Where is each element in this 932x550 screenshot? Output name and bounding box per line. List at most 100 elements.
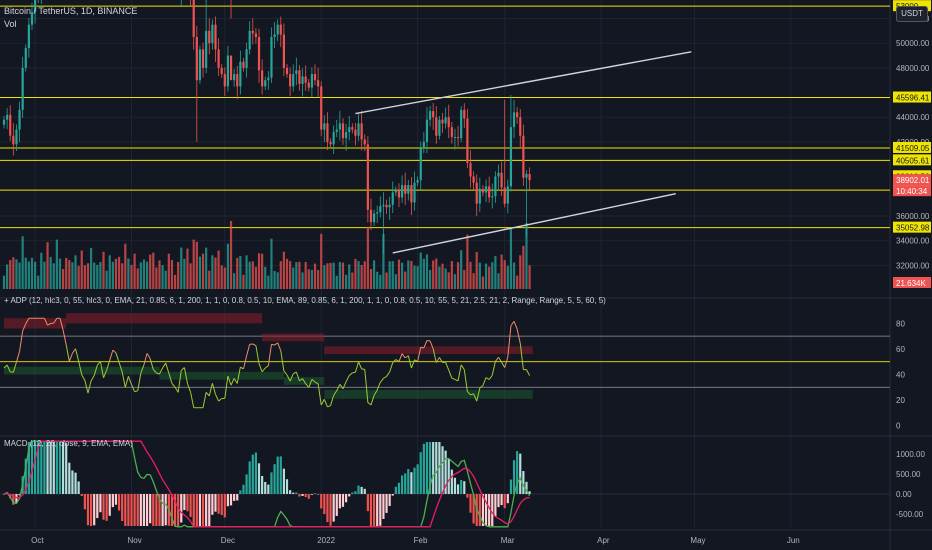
macd-histogram-bar	[139, 494, 142, 526]
macd-histogram-bar	[121, 494, 124, 522]
horizontal-levels[interactable]	[0, 5, 890, 229]
adp-line-segment	[289, 373, 294, 382]
macd-legend[interactable]: MACD (12, 26, close, 9, EMA, EMA)	[4, 439, 133, 448]
adp-line-segment	[255, 345, 260, 364]
macd-histogram-bar	[432, 442, 435, 494]
candle-body	[413, 182, 416, 203]
adp-line-segment	[470, 393, 474, 396]
volume-bar	[509, 229, 513, 289]
macd-histogram-bar	[93, 494, 96, 526]
candle-body	[447, 117, 450, 128]
trendline	[392, 193, 676, 254]
volume-bar	[220, 265, 223, 289]
macd-histogram-bar	[478, 494, 481, 526]
macd-histogram-bar	[289, 490, 292, 494]
candle-body	[223, 74, 226, 87]
adp-line-segment	[358, 361, 363, 370]
volume-bar	[170, 260, 174, 289]
adp-line-segment	[240, 366, 244, 370]
candle-body	[345, 132, 348, 139]
symbol-title[interactable]: Bitcoin / TetherUS, 1D, BINANCE	[4, 6, 138, 16]
macd-histogram-bar	[189, 494, 192, 517]
macd-histogram-bar	[391, 494, 394, 496]
volume-bar	[158, 260, 161, 289]
macd-histogram-bar	[77, 481, 80, 494]
macd-histogram-bar	[345, 494, 348, 503]
adp-line-segment	[121, 371, 126, 388]
time-tick-label: Mar	[501, 536, 515, 545]
macd-histogram-bar	[416, 464, 419, 494]
adp-line-segment	[283, 370, 288, 376]
volume-bar	[68, 260, 71, 289]
macd-histogram-bar	[133, 494, 136, 526]
adp-line-segment	[59, 318, 64, 331]
adp-line-segment	[124, 376, 129, 388]
macd-histogram-bar	[40, 442, 43, 494]
candle-body	[456, 136, 460, 139]
trendlines[interactable]	[355, 51, 692, 254]
volume-bar	[37, 275, 40, 289]
volume-bar	[205, 247, 208, 289]
candles	[2, 0, 531, 255]
macd-histogram-bar	[512, 460, 516, 494]
volume-bar	[357, 261, 360, 289]
macd-histogram-bar	[192, 494, 195, 526]
volume-label[interactable]: Vol	[4, 19, 17, 29]
volume-bar	[326, 263, 329, 289]
macd-histogram-bar	[114, 494, 118, 505]
volume-bar	[516, 275, 519, 289]
currency-button[interactable]: USDT	[896, 6, 928, 22]
macd-histogram-bar	[360, 486, 363, 494]
volume-bar	[217, 250, 220, 289]
volume-bar	[139, 262, 142, 289]
macd-histogram-bar	[74, 472, 77, 494]
macd-histogram-bar	[388, 494, 391, 507]
macd-histogram-bar	[317, 494, 320, 495]
adp-line-segment	[68, 353, 73, 362]
volume-bar	[425, 254, 429, 289]
price-tick-label: 50000.00	[896, 39, 930, 48]
macd-histogram-bar	[37, 442, 40, 494]
candle-body	[460, 109, 463, 139]
adp-line-segment	[19, 330, 24, 352]
candle-body	[525, 174, 528, 178]
candle-body	[201, 49, 205, 68]
macd-histogram-bar	[96, 494, 99, 519]
macd-histogram-bar	[363, 488, 366, 494]
macd-histogram-bar	[264, 481, 267, 494]
volume-bar	[6, 264, 9, 289]
volume-bar	[80, 250, 83, 289]
candle-body	[410, 185, 413, 203]
macd-indicator	[0, 440, 890, 528]
macd-histogram-bar	[152, 494, 155, 526]
macd-tick-label: 500.00	[896, 470, 921, 479]
volume-bar	[428, 269, 432, 289]
macd-histogram-bar	[58, 442, 62, 494]
macd-histogram-bar	[267, 484, 270, 494]
time-tick-label: Dec	[221, 536, 235, 545]
volume-bar	[198, 256, 202, 289]
adp-legend[interactable]: + ADP (12, hlc3, 0, 55, hlc3, 0, EMA, 21…	[4, 296, 606, 305]
macd-histogram-bar	[183, 494, 186, 511]
macd-histogram-bar	[285, 479, 289, 494]
time-tick-label: 2022	[317, 536, 335, 545]
volume-bar	[528, 265, 531, 289]
adp-line-segment	[274, 342, 278, 346]
candle-body	[220, 67, 223, 75]
macd-histogram-bar	[105, 494, 108, 521]
volume-bar	[285, 258, 289, 289]
adp-line-segment	[127, 376, 132, 385]
macd-histogram-bar	[229, 494, 233, 506]
adp-line-segment	[15, 351, 21, 363]
macd-histogram-bar	[394, 486, 397, 494]
macd-histogram-bar	[444, 450, 447, 494]
macd-histogram-bar	[484, 494, 488, 526]
macd-histogram-bar	[351, 492, 354, 494]
macd-histogram-bar	[86, 494, 90, 526]
volume-bar	[245, 255, 248, 289]
candle-body	[475, 182, 478, 204]
time-tick-label: Nov	[128, 536, 142, 545]
volume-bar	[317, 270, 320, 289]
volume-bar	[117, 256, 121, 289]
